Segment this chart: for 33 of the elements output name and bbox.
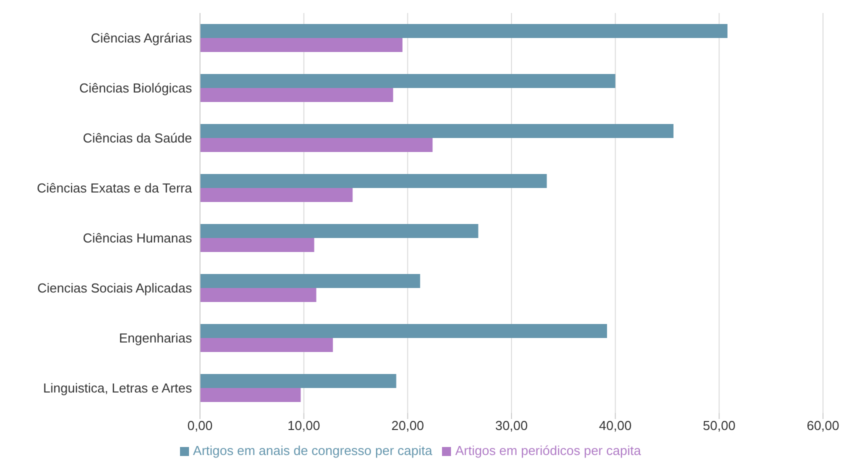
- x-tick-label: 60,00: [806, 418, 840, 434]
- y-tick-label: Ciencias Sociais Aplicadas: [37, 280, 192, 296]
- y-tick-label: Engenharias: [119, 330, 192, 346]
- bar: [200, 388, 301, 402]
- legend-label: Artigos em anais de congresso per capita: [193, 443, 432, 458]
- bar: [200, 88, 394, 102]
- bar: [200, 374, 396, 388]
- x-tick-label: 0,00: [187, 418, 213, 434]
- y-tick-label: Ciências Agrárias: [90, 30, 192, 46]
- bar: [200, 274, 420, 288]
- bar: [200, 338, 333, 352]
- y-tick-label: Ciências Biológicas: [79, 80, 192, 96]
- bar: [200, 188, 353, 202]
- bar: [200, 324, 608, 338]
- x-tick-label: 30,00: [495, 418, 528, 434]
- legend-label: Artigos em periódicos per capita: [455, 443, 641, 458]
- x-tick-label: 40,00: [599, 418, 632, 434]
- x-tick-label: 50,00: [702, 418, 736, 434]
- bar: [200, 174, 547, 188]
- bar: [200, 224, 478, 238]
- y-tick-label: Ciências Humanas: [82, 230, 192, 246]
- bar: [200, 238, 314, 252]
- x-tick-label: 20,00: [391, 418, 424, 434]
- bar: [200, 288, 316, 302]
- bar: [200, 138, 433, 152]
- y-tick-label: Ciências da Saúde: [82, 130, 192, 146]
- bar: [200, 38, 402, 52]
- y-tick-label: Ciências Exatas e da Terra: [36, 180, 193, 196]
- bar: [200, 124, 674, 138]
- x-tick-label: 10,00: [288, 418, 320, 434]
- bar: [200, 24, 728, 38]
- bar: [200, 74, 616, 88]
- y-tick-label: Linguistica, Letras e Artes: [43, 380, 192, 396]
